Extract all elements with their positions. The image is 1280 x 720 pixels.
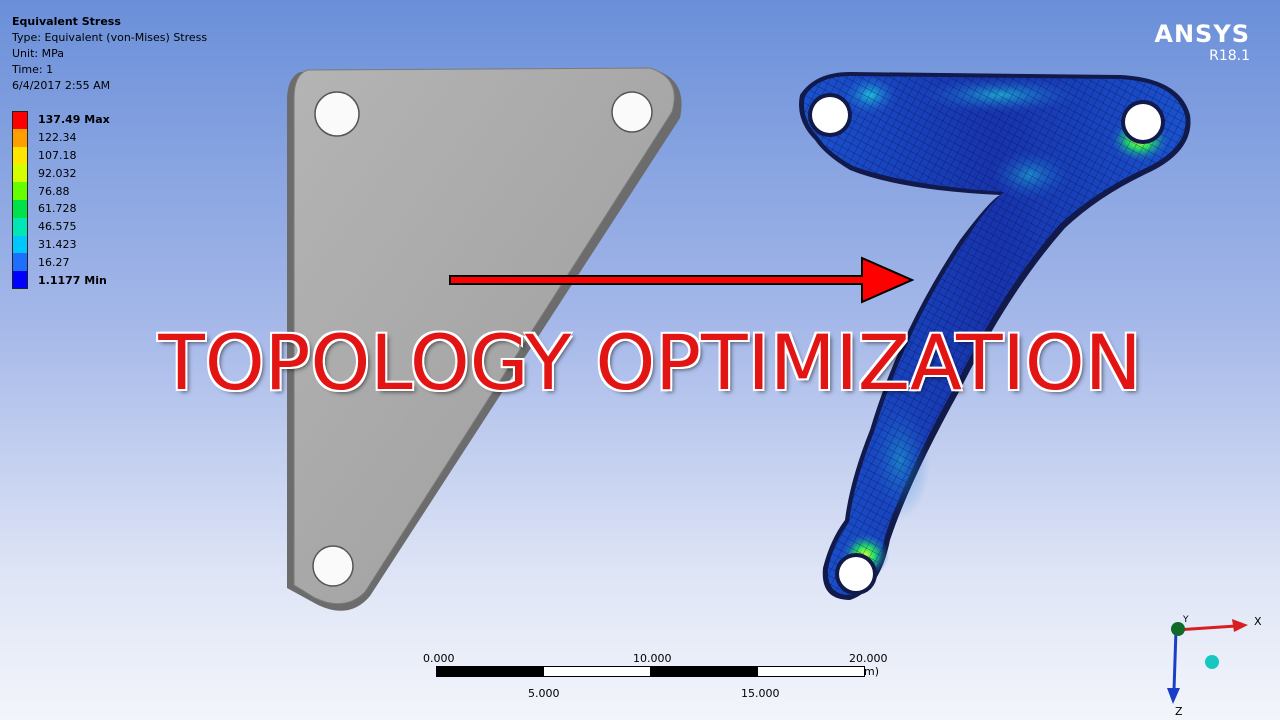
legend-row: 122.34 bbox=[12, 128, 110, 147]
legend-label: 137.49 Max bbox=[38, 113, 110, 127]
legend-swatch bbox=[12, 253, 28, 272]
scale-segment bbox=[757, 666, 865, 677]
original-plate bbox=[287, 67, 682, 611]
brand-name: ANSYS bbox=[1154, 20, 1250, 48]
optimized-part bbox=[799, 72, 1191, 600]
legend-row: 46.575 bbox=[12, 217, 110, 236]
scale-label: 0.000 bbox=[423, 652, 455, 665]
legend-label: 92.032 bbox=[38, 166, 77, 180]
scale-label: 15.000 bbox=[741, 687, 780, 700]
legend-row: 16.27 bbox=[12, 253, 110, 272]
scale-label: 10.000 bbox=[633, 652, 672, 665]
scale-bar: 0.000 10.000 20.000 (mm) 5.000 15.000 bbox=[420, 650, 920, 710]
legend-swatch bbox=[12, 164, 28, 183]
legend-row: 92.032 bbox=[12, 164, 110, 183]
legend-label: 1.1177 Min bbox=[38, 273, 107, 287]
legend-swatch bbox=[12, 271, 28, 289]
legend-label: 31.423 bbox=[38, 237, 77, 251]
axis-x-label: X bbox=[1254, 615, 1262, 628]
legend-swatch bbox=[12, 199, 28, 218]
axis-z-label: Z bbox=[1175, 705, 1183, 718]
legend-label: 122.34 bbox=[38, 131, 77, 145]
headline: TOPOLOGY OPTIMIZATION bbox=[158, 318, 1142, 407]
legend-label: 46.575 bbox=[38, 220, 77, 234]
scale-segment bbox=[543, 666, 651, 677]
scale-label: 5.000 bbox=[528, 687, 560, 700]
legend-row: 107.18 bbox=[12, 146, 110, 165]
result-time: Time: 1 bbox=[12, 63, 54, 76]
result-type: Type: Equivalent (von-Mises) Stress bbox=[12, 31, 208, 44]
ansys-brand: ANSYS R18.1 bbox=[1154, 20, 1250, 64]
result-info: Equivalent Stress Type: Equivalent (von-… bbox=[12, 14, 207, 94]
legend-swatch bbox=[12, 146, 28, 165]
legend-swatch bbox=[12, 111, 28, 129]
brand-version: R18.1 bbox=[1209, 48, 1250, 64]
legend-swatch bbox=[12, 235, 28, 254]
legend-label: 61.728 bbox=[38, 202, 77, 216]
legend-label: 76.88 bbox=[38, 184, 70, 198]
legend-row: 61.728 bbox=[12, 199, 110, 218]
axis-y-label: Y bbox=[1183, 615, 1189, 625]
legend-swatch bbox=[12, 217, 28, 236]
legend-swatch bbox=[12, 182, 28, 200]
transformation-arrow bbox=[449, 256, 915, 304]
scale-segment bbox=[650, 666, 758, 677]
legend-row: 137.49 Max bbox=[12, 111, 110, 129]
scale-segment bbox=[436, 666, 544, 677]
legend-label: 107.18 bbox=[38, 148, 77, 162]
legend-row: 1.1177 Min bbox=[12, 271, 110, 289]
result-title: Equivalent Stress bbox=[12, 15, 121, 28]
stress-legend[interactable]: 137.49 Max 122.34 107.18 92.032 76.88 61… bbox=[12, 111, 110, 289]
legend-label: 16.27 bbox=[38, 255, 70, 269]
legend-swatch bbox=[12, 128, 28, 147]
coordinate-triad[interactable] bbox=[1167, 619, 1248, 704]
result-unit: Unit: MPa bbox=[12, 47, 64, 60]
legend-row: 31.423 bbox=[12, 235, 110, 254]
result-date: 6/4/2017 2:55 AM bbox=[12, 79, 111, 92]
legend-row: 76.88 bbox=[12, 182, 110, 200]
